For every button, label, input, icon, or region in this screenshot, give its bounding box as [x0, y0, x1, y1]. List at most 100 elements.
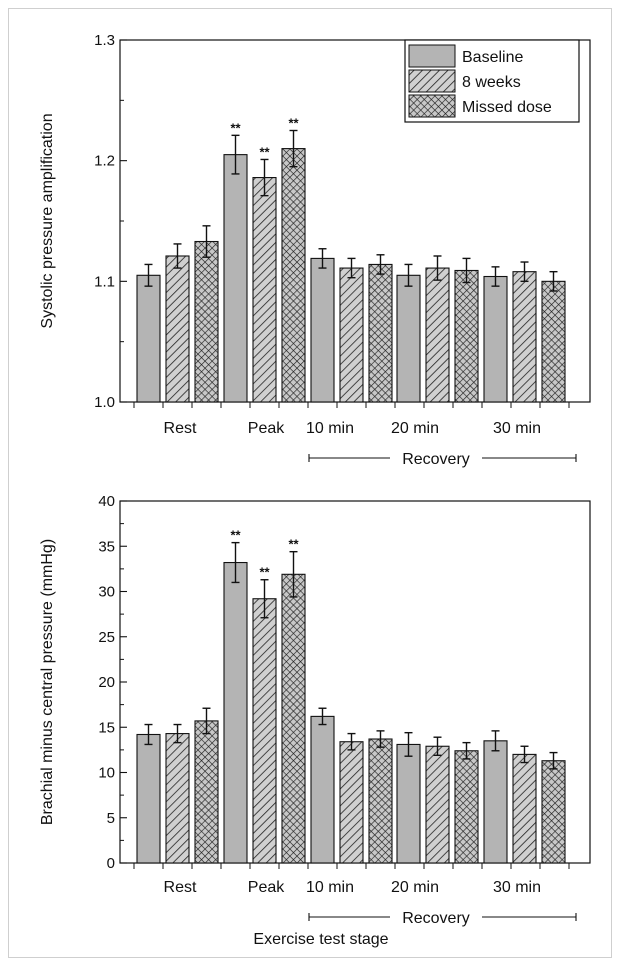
error-bar	[404, 263, 413, 287]
category-label-10-min: 10 min	[306, 879, 354, 896]
bar-8-weeks-rest	[165, 733, 190, 864]
category-label-peak: Peak	[248, 879, 285, 896]
x-axis-title: Exercise test stage	[253, 931, 388, 948]
y-tick-label: 1.2	[94, 153, 115, 170]
category-label-30-min: 30 min	[493, 879, 541, 896]
bar-missed-dose-rest	[194, 720, 219, 864]
bar-missed-dose-30-min	[541, 760, 566, 864]
y-axis-title-2: Brachial minus central pressure (mmHg)	[39, 539, 56, 825]
significance-marker: **	[288, 537, 299, 552]
bar-missed-dose-10-min	[368, 738, 393, 864]
bar-baseline-10-min	[310, 257, 335, 403]
bar-baseline-30-min	[483, 740, 508, 864]
y-tick-label: 20	[98, 674, 115, 691]
panel-systolic-amplification: 1.0 1.1 1.2 1.3 ** ** ** Systolic pressure am…	[39, 32, 591, 468]
y-tick-label: 1.0	[94, 394, 115, 411]
figure-frame	[8, 8, 612, 958]
y-axis-1: 1.0 1.1 1.2 1.3	[94, 32, 127, 411]
error-bar	[433, 736, 442, 757]
category-label-20-min: 20 min	[391, 420, 439, 437]
bar-baseline-20-min	[396, 743, 421, 864]
error-bar	[173, 243, 182, 269]
error-bar	[376, 254, 385, 275]
bar-8-weeks-20-min	[425, 745, 450, 864]
significance-marker: **	[230, 120, 241, 135]
bar-baseline-20-min	[396, 274, 421, 403]
legend-label-baseline: Baseline	[462, 49, 523, 66]
error-bar	[289, 550, 298, 598]
y-tick-label: 40	[98, 493, 115, 510]
bar-missed-dose-rest	[194, 240, 219, 403]
legend-item-baseline: Baseline	[408, 44, 523, 68]
error-bar	[491, 266, 500, 287]
bar-8-weeks-30-min	[512, 753, 537, 864]
error-bar	[202, 225, 211, 258]
recovery-span-2: Recovery	[308, 910, 577, 927]
error-bar	[144, 263, 153, 287]
bar-8-weeks-rest	[165, 255, 190, 403]
legend-label-8-weeks: 8 weeks	[462, 74, 521, 91]
error-bar	[260, 158, 269, 197]
bar-8-weeks-10-min	[339, 267, 364, 403]
y-tick-label: 5	[107, 810, 115, 827]
error-bar	[173, 723, 182, 744]
error-bar	[347, 732, 356, 751]
y-axis-2: 0 5 10 15 20 25 30 35 40	[98, 493, 127, 872]
bar-missed-dose-30-min	[541, 280, 566, 403]
bar-missed-dose-20-min	[454, 269, 479, 403]
bar-missed-dose-20-min	[454, 750, 479, 864]
y-tick-label: 30	[98, 584, 115, 601]
bar-missed-dose-peak	[281, 573, 306, 864]
x-axis-2	[133, 863, 570, 869]
legend-swatch-8-weeks	[408, 69, 456, 93]
bars-2: ** ** **	[136, 528, 566, 864]
y-tick-label: 15	[98, 719, 115, 736]
error-bar	[491, 730, 500, 752]
bar-missed-dose-peak	[281, 148, 306, 403]
panel-brachial-minus-central: 0 5 10 15 20 25 30 35 40 ** ** ** Brachial minus c…	[39, 493, 591, 948]
category-label-rest: Rest	[164, 879, 197, 896]
significance-marker: **	[259, 565, 270, 580]
error-bar	[462, 257, 471, 284]
error-bar	[318, 707, 327, 726]
legend-swatch-baseline	[408, 44, 456, 68]
bar-8-weeks-peak	[252, 598, 277, 864]
error-bar	[260, 579, 269, 619]
legend-swatch-missed-dose	[408, 94, 456, 118]
y-tick-label: 35	[98, 538, 115, 555]
category-label-30-min: 30 min	[493, 420, 541, 437]
legend: Baseline 8 weeks Missed dose	[404, 39, 580, 123]
error-bar	[318, 248, 327, 269]
bar-baseline-rest	[136, 733, 161, 864]
error-bar	[289, 129, 298, 168]
bars-1: ** ** **	[136, 116, 566, 403]
y-tick-label: 1.1	[94, 273, 115, 290]
error-bar	[462, 741, 471, 760]
category-label-20-min: 20 min	[391, 879, 439, 896]
bar-baseline-peak	[223, 561, 248, 864]
legend-item-8-weeks: 8 weeks	[408, 69, 521, 93]
category-labels-1: Rest Peak 10 min 20 min 30 min	[164, 420, 541, 437]
error-bar	[347, 257, 356, 279]
error-bar	[549, 751, 558, 770]
error-bar	[404, 731, 413, 757]
recovery-label-2: Recovery	[402, 910, 470, 927]
error-bar	[231, 134, 240, 175]
bar-missed-dose-10-min	[368, 263, 393, 403]
category-labels-2: Rest Peak 10 min 20 min 30 min	[164, 879, 541, 896]
error-bar	[520, 261, 529, 283]
bar-baseline-10-min	[310, 715, 335, 864]
y-axis-title-1: Systolic pressure amplification	[39, 113, 56, 328]
y-tick-label: 10	[98, 765, 115, 782]
bar-baseline-peak	[223, 154, 248, 403]
bar-8-weeks-30-min	[512, 271, 537, 403]
category-label-10-min: 10 min	[306, 420, 354, 437]
bar-8-weeks-peak	[252, 177, 277, 403]
y-tick-label: 1.3	[94, 32, 115, 49]
x-axis-1	[133, 402, 570, 408]
recovery-label-1: Recovery	[402, 451, 470, 468]
error-bar	[520, 745, 529, 764]
legend-label-missed-dose: Missed dose	[462, 99, 552, 116]
error-bar	[433, 255, 442, 281]
